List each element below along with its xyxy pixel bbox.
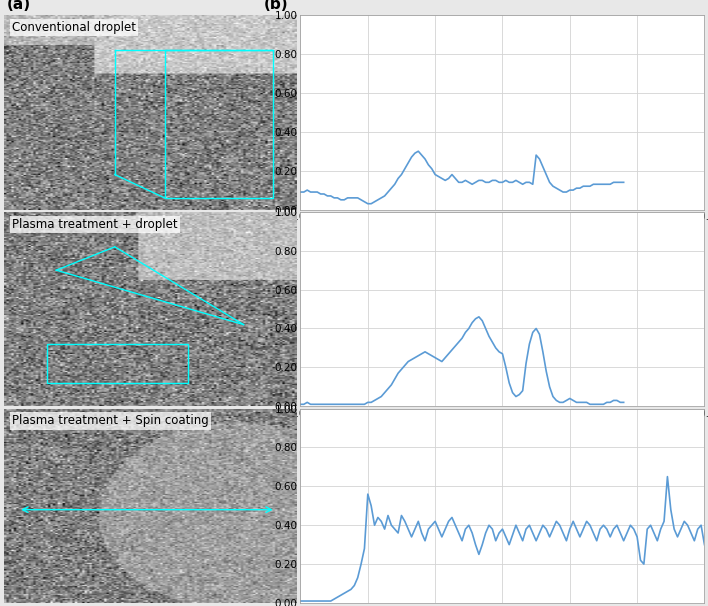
X-axis label: μm: μm — [269, 224, 287, 234]
Text: Plasma treatment + droplet: Plasma treatment + droplet — [12, 218, 178, 231]
Text: Plasma treatment + Spin coating: Plasma treatment + Spin coating — [12, 415, 209, 427]
Text: (a): (a) — [6, 0, 30, 12]
Text: Conventional droplet: Conventional droplet — [12, 21, 137, 34]
X-axis label: μm: μm — [269, 421, 287, 431]
Text: (b): (b) — [264, 0, 289, 12]
